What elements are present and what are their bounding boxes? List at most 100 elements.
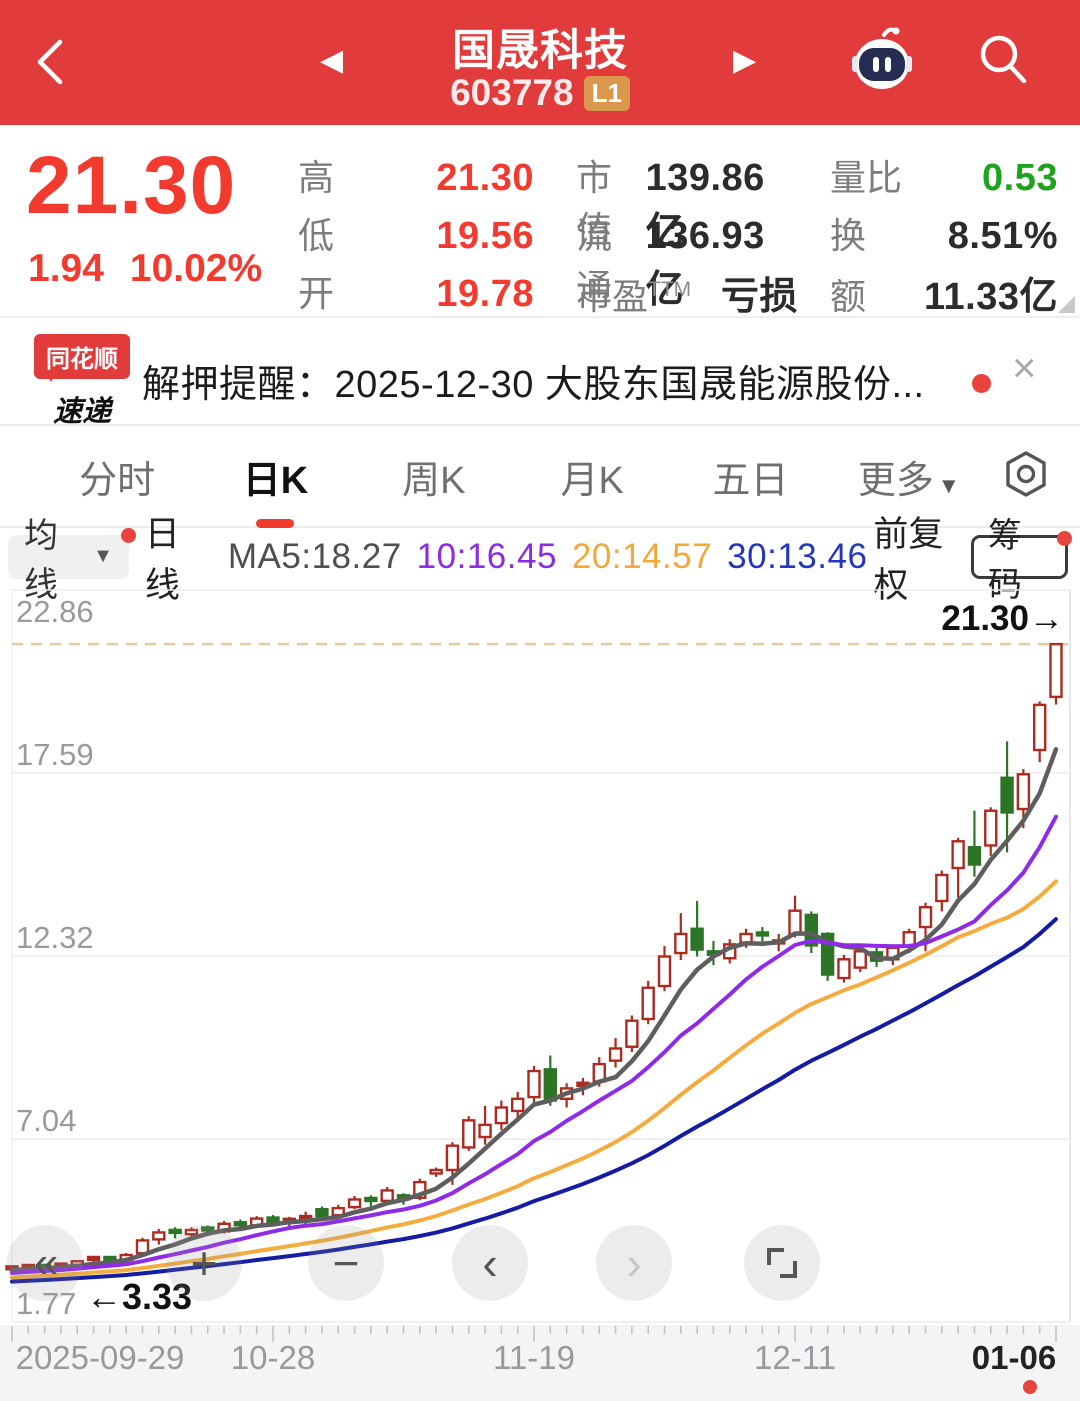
- candle: [641, 986, 655, 1021]
- x-axis-label: 01-06: [972, 1339, 1056, 1376]
- tab-五日[interactable]: 五日: [712, 459, 789, 502]
- kline-chart[interactable]: 22.86 17.59 12.32 7.04 1.77 21.30→ ←3.33 2025-0…: [0, 585, 1080, 1401]
- ma5-line: [9, 747, 1059, 1273]
- rewind-button[interactable]: «: [7, 1225, 83, 1301]
- candle: [625, 1019, 639, 1048]
- quote-panel[interactable]: 21.30 1.94 10.02% 高 21.30 低 19.56 开 19.78 市值 1…: [0, 125, 1080, 318]
- stat-value: 亏损: [720, 276, 798, 318]
- logo-text-top: 同花顺: [34, 334, 130, 382]
- stat-row: 量比 0.53: [830, 135, 1058, 199]
- ma-values: MA5:18.27 10:16.45 20:14.57 30:13.46: [228, 537, 868, 577]
- ma-selector-label: 均线: [24, 516, 58, 604]
- stat-value: 21.30: [436, 157, 534, 199]
- candle: [755, 931, 770, 937]
- tab-周K[interactable]: 周K: [402, 459, 466, 502]
- candle: [1032, 703, 1047, 752]
- candle: [918, 906, 933, 929]
- candle: [494, 1106, 509, 1125]
- candle: [347, 1198, 362, 1209]
- back-button[interactable]: [26, 36, 76, 93]
- candle: [445, 1144, 460, 1172]
- x-axis-label: 11-19: [493, 1339, 575, 1376]
- x-axis-label: 12-11: [754, 1339, 836, 1376]
- stat-value: 0.53: [982, 157, 1058, 199]
- chips-badge-dot: [1057, 530, 1072, 546]
- latest-date-dot: [1023, 1380, 1037, 1394]
- ai-assistant-icon[interactable]: [846, 22, 918, 99]
- chart-settings-icon[interactable]: [988, 448, 1052, 505]
- change-amount: 1.94: [28, 247, 104, 290]
- tab-日K[interactable]: 日K: [196, 449, 354, 528]
- search-icon[interactable]: [972, 28, 1034, 95]
- candle: [1049, 642, 1063, 699]
- candle: [233, 1221, 248, 1227]
- candle: [543, 1068, 558, 1102]
- stat-row: 开 19.78: [298, 251, 534, 315]
- stat-value: 139.86亿: [645, 157, 765, 253]
- level-badge: L1: [583, 75, 630, 111]
- fullscreen-button[interactable]: [744, 1225, 820, 1301]
- stat-row: 高 21.30: [298, 135, 534, 199]
- ma30-line: [10, 917, 1058, 1284]
- adjust-mode-label[interactable]: 前复权: [873, 514, 944, 605]
- tab-月K[interactable]: 月K: [560, 459, 624, 502]
- candle: [674, 932, 688, 955]
- ma10-line: [10, 814, 1058, 1275]
- candle: [103, 1255, 117, 1262]
- ma-value: 30:13.46: [727, 536, 868, 576]
- candle: [820, 932, 835, 976]
- candle: [462, 1119, 476, 1149]
- candle: [1000, 776, 1014, 814]
- candle: [168, 1228, 182, 1235]
- notice-text: 解押提醒：2025-12-30 大股东国晟能源股份...: [142, 364, 925, 406]
- stat-label: 高: [298, 157, 335, 198]
- stat-label: 换: [830, 215, 867, 256]
- notice-bar[interactable]: 同花顺 速递 解押提醒：2025-12-30 大股东国晟能源股份... ×: [0, 320, 1080, 436]
- y-axis-label: 17.59: [16, 737, 94, 772]
- candles: [5, 642, 1063, 1271]
- tab-分时[interactable]: 分时: [79, 459, 156, 502]
- candle: [608, 1047, 623, 1062]
- next-stock-icon[interactable]: ▶: [733, 44, 757, 77]
- stat-label: 额: [830, 276, 867, 317]
- header: ◀ 国晟科技 603778 L1 ▶: [0, 0, 1080, 125]
- y-axis-label: 1.77: [16, 1286, 76, 1321]
- zoom-out-button[interactable]: −: [308, 1225, 384, 1301]
- x-axis-label: 10-28: [231, 1339, 315, 1376]
- stat-row: 市盈TTM 亏损: [576, 251, 798, 318]
- ma-selector-badge-dot: [120, 527, 136, 543]
- x-axis-label: 2025-09-29: [16, 1339, 185, 1376]
- candle: [690, 927, 704, 951]
- stat-value: 136.93亿: [645, 215, 765, 311]
- candle: [935, 873, 949, 903]
- ma20-line: [10, 879, 1058, 1280]
- stat-value: 19.78: [436, 273, 534, 315]
- prev-stock-icon[interactable]: ◀: [320, 44, 344, 77]
- chips-button-label: 筹码: [987, 516, 1022, 604]
- stat-row: 低 19.56: [298, 193, 534, 257]
- candle: [837, 958, 851, 980]
- candle: [201, 1226, 215, 1232]
- expand-corner-icon[interactable]: [1058, 296, 1075, 313]
- next-button[interactable]: ›: [596, 1225, 672, 1301]
- ma-legend-bar: 均线 ▼ 日线 MA5:18.27 10:16.45 20:14.57 30:13.4…: [0, 515, 1080, 605]
- candle: [788, 909, 802, 936]
- zoom-in-button[interactable]: +: [166, 1225, 242, 1301]
- candle: [429, 1168, 443, 1175]
- chevron-down-icon: ▼: [937, 472, 960, 498]
- chips-button[interactable]: 筹码: [970, 517, 1072, 604]
- stock-code: 603778: [450, 72, 574, 113]
- stat-label: 量比: [830, 157, 903, 198]
- change-percent: 10.02%: [129, 247, 263, 290]
- candle: [527, 1069, 541, 1099]
- period-label: 日线: [144, 514, 180, 605]
- prev-button[interactable]: ‹: [452, 1225, 528, 1301]
- candle: [804, 913, 819, 947]
- close-notice-icon[interactable]: ×: [1012, 344, 1037, 391]
- ma-selector[interactable]: 均线 ▼: [8, 517, 136, 604]
- stat-value: 8.51%: [947, 215, 1058, 257]
- tab-更多[interactable]: 更多 ▼: [857, 459, 960, 502]
- stat-value: 11.33亿: [924, 276, 1058, 318]
- candle: [364, 1196, 378, 1203]
